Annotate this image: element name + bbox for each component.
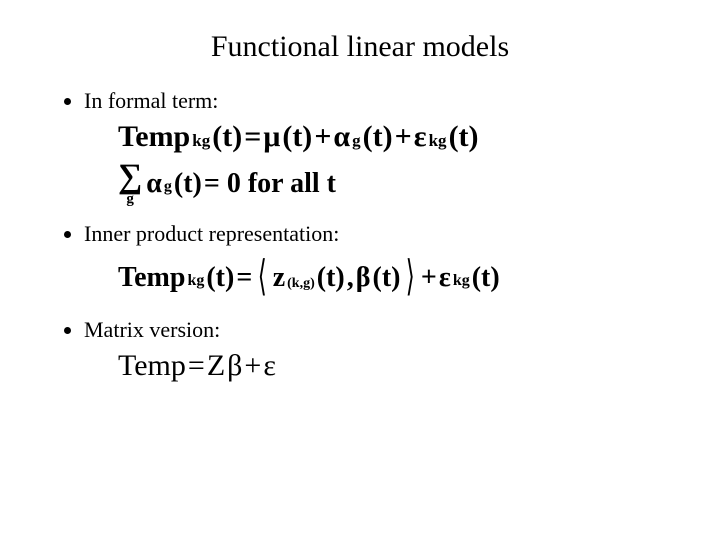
eq1-plus2: + <box>395 120 412 154</box>
eq3-t1: (t) <box>206 262 234 294</box>
eq3-kg2: kg <box>453 272 470 290</box>
bullet-1: In formal term: <box>84 88 672 114</box>
eq4-temp: Temp <box>118 349 186 383</box>
eq1-t2: (t) <box>282 120 312 154</box>
eq1-temp: Temp <box>118 120 190 154</box>
eq1-eps: ε <box>414 120 427 154</box>
eq1-t4: (t) <box>449 120 479 154</box>
angle-right-icon: ⟩ <box>406 251 415 301</box>
eq4-Z: Z <box>207 349 225 383</box>
equation-3: Temp = Z β + ε <box>118 349 672 383</box>
eq1-plus1: + <box>314 120 331 154</box>
bullet-list-3: Matrix version: <box>48 317 672 343</box>
bullet-2: Inner product representation: <box>84 221 672 247</box>
eq1-t1: (t) <box>212 120 242 154</box>
bullet-list: In formal term: <box>48 88 672 114</box>
eq3-temp: Temp <box>118 262 185 294</box>
eq4-plus: + <box>244 349 261 383</box>
eq3-beta: β <box>356 262 371 294</box>
eq1-kg2: kg <box>429 131 447 151</box>
bullet-list-2: Inner product representation: <box>48 221 672 247</box>
sigma-icon: ∑ g <box>118 160 142 207</box>
eq2-t: (t) <box>174 168 202 200</box>
eq3-eps: ε <box>439 262 451 294</box>
eq3-kg1: kg <box>187 272 204 290</box>
eq2-g: g <box>164 178 172 196</box>
eq4-eps: ε <box>263 349 276 383</box>
eq4-eq: = <box>188 349 205 383</box>
eq3-z: z <box>273 262 285 294</box>
eq2-zero: = 0 for all t <box>204 168 336 200</box>
eq3-eq: = <box>236 262 252 294</box>
eq4-beta: β <box>227 349 242 383</box>
slide-title: Functional linear models <box>48 30 672 64</box>
equation-1: Temp kg (t) = μ (t) + α g (t) + ε kg (t)… <box>118 120 672 207</box>
eq1-t3: (t) <box>363 120 393 154</box>
equation-2: Temp kg (t) = ⟨ z (k,g) (t) , β (t) ⟩ + … <box>118 253 672 303</box>
eq1-eq: = <box>244 120 261 154</box>
eq3-t3: (t) <box>373 262 401 294</box>
eq3-t4: (t) <box>472 262 500 294</box>
bullet-3: Matrix version: <box>84 317 672 343</box>
eq1-kg1: kg <box>192 131 210 151</box>
eq1-alpha: α <box>333 120 350 154</box>
eq1-g: g <box>352 131 361 151</box>
eq3-plus: + <box>421 262 437 294</box>
eq1-mu: μ <box>263 120 280 154</box>
eq3-zidx: (k,g) <box>287 276 315 292</box>
eq3-t2: (t) <box>317 262 345 294</box>
eq3-comma: , <box>347 262 354 294</box>
slide: Functional linear models In formal term:… <box>0 0 720 540</box>
angle-left-icon: ⟨ <box>258 251 267 301</box>
eq2-alpha: α <box>146 168 162 200</box>
